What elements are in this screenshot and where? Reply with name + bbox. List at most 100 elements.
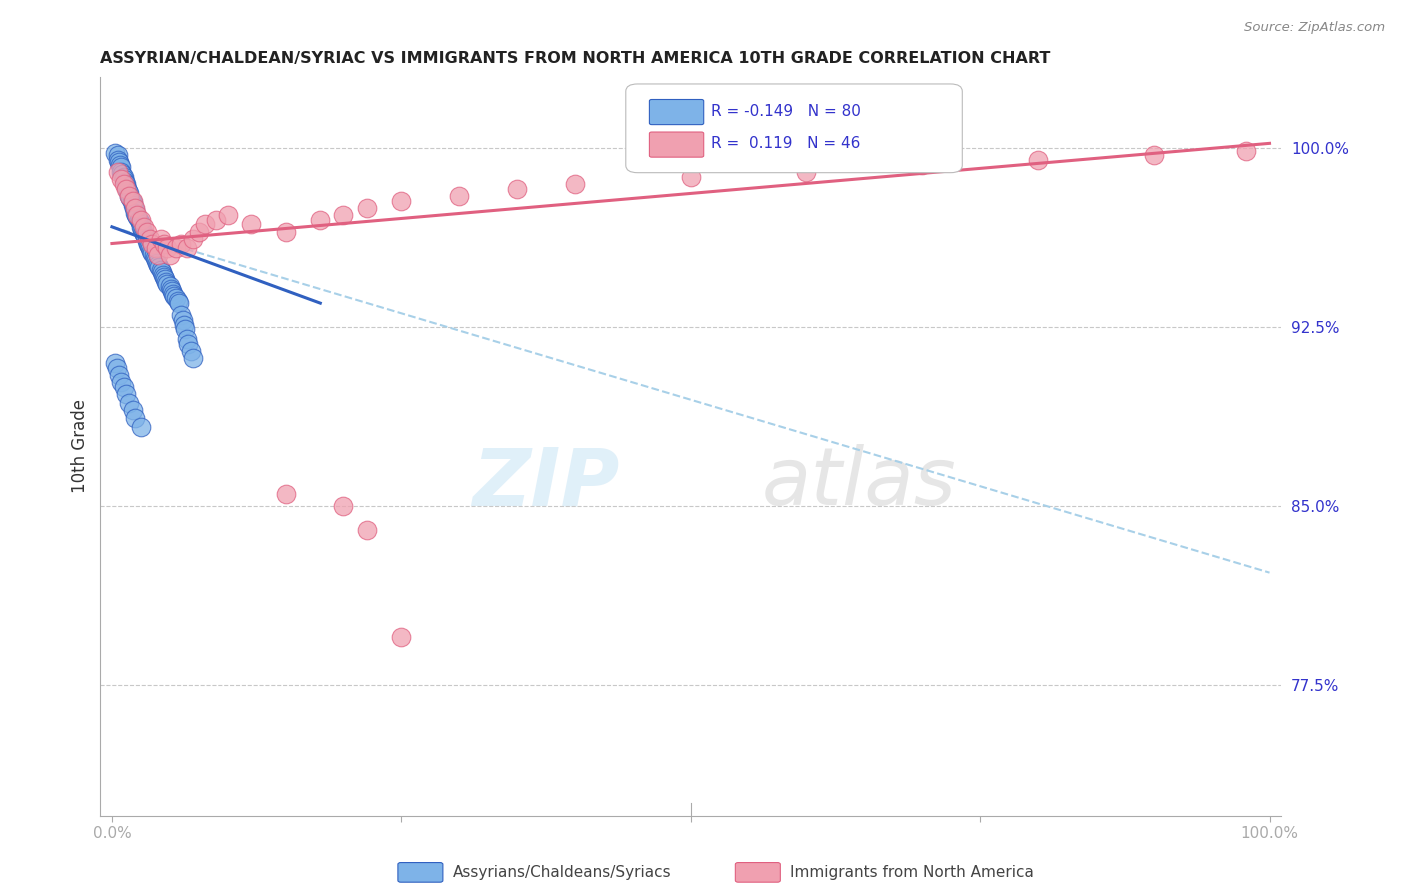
Point — [148, 260, 170, 275]
FancyBboxPatch shape — [650, 100, 704, 125]
Point — [111, 167, 134, 181]
Point — [181, 351, 204, 365]
Point — [121, 403, 143, 417]
Point — [129, 218, 152, 232]
Point — [112, 177, 135, 191]
Point — [118, 189, 141, 203]
Point — [122, 201, 145, 215]
Point — [173, 318, 195, 332]
Text: R =  0.119   N = 46: R = 0.119 N = 46 — [711, 136, 860, 152]
Point — [118, 189, 141, 203]
Point — [138, 239, 160, 253]
Point — [105, 360, 128, 375]
Point — [135, 225, 157, 239]
Point — [155, 275, 177, 289]
Point — [124, 201, 146, 215]
Point — [156, 241, 179, 255]
Point — [110, 375, 132, 389]
Point — [129, 212, 152, 227]
Point — [134, 227, 156, 241]
Point — [332, 208, 354, 222]
Point — [121, 194, 143, 208]
FancyBboxPatch shape — [626, 84, 962, 173]
Point — [160, 282, 183, 296]
FancyBboxPatch shape — [650, 132, 704, 157]
Text: R = -0.149   N = 80: R = -0.149 N = 80 — [711, 103, 860, 119]
Point — [129, 219, 152, 234]
Point — [120, 191, 142, 205]
Point — [141, 244, 163, 258]
Point — [104, 145, 127, 160]
Point — [389, 194, 412, 208]
Point — [165, 241, 187, 255]
Point — [124, 205, 146, 219]
Point — [108, 368, 131, 382]
Point — [193, 218, 215, 232]
Point — [118, 396, 141, 410]
Point — [176, 241, 198, 255]
Point — [107, 165, 129, 179]
Point — [139, 241, 162, 255]
Point — [145, 253, 167, 268]
Point — [121, 198, 143, 212]
Point — [146, 255, 169, 269]
Point — [1234, 144, 1257, 158]
Point — [114, 182, 136, 196]
Point — [162, 286, 184, 301]
Point — [145, 241, 167, 255]
Point — [506, 182, 529, 196]
Point — [149, 262, 172, 277]
Point — [796, 165, 818, 179]
Point — [110, 172, 132, 186]
Text: ZIP: ZIP — [472, 444, 620, 522]
Point — [114, 174, 136, 188]
Point — [127, 211, 149, 225]
Point — [153, 269, 176, 284]
Point — [112, 169, 135, 184]
Point — [131, 222, 153, 236]
Point — [150, 265, 173, 279]
Point — [128, 215, 150, 229]
Text: Source: ZipAtlas.com: Source: ZipAtlas.com — [1244, 21, 1385, 34]
Point — [163, 289, 186, 303]
Point — [112, 379, 135, 393]
Point — [176, 332, 198, 346]
Point — [132, 225, 155, 239]
Point — [170, 308, 193, 322]
Point — [129, 420, 152, 434]
Point — [124, 410, 146, 425]
Point — [1143, 148, 1166, 162]
Point — [141, 236, 163, 251]
Point — [332, 499, 354, 513]
Point — [135, 232, 157, 246]
Point — [121, 196, 143, 211]
Point — [205, 212, 228, 227]
Point — [121, 194, 143, 208]
Point — [449, 189, 471, 203]
Point — [911, 158, 934, 172]
Point — [159, 279, 181, 293]
Point — [389, 630, 412, 644]
Point — [114, 179, 136, 194]
Point — [217, 208, 239, 222]
Y-axis label: 10th Grade: 10th Grade — [72, 400, 89, 493]
Point — [139, 232, 162, 246]
Point — [104, 356, 127, 370]
Point — [110, 165, 132, 179]
Text: ASSYRIAN/CHALDEAN/SYRIAC VS IMMIGRANTS FROM NORTH AMERICA 10TH GRADE CORRELATION: ASSYRIAN/CHALDEAN/SYRIAC VS IMMIGRANTS F… — [100, 51, 1050, 66]
Point — [356, 201, 378, 215]
Point — [115, 182, 138, 196]
Point — [160, 284, 183, 298]
Point — [167, 296, 190, 310]
Point — [108, 158, 131, 172]
Point — [180, 343, 202, 358]
Point — [173, 322, 195, 336]
Point — [107, 153, 129, 167]
Point — [135, 234, 157, 248]
Point — [153, 236, 176, 251]
Point — [125, 208, 148, 222]
Point — [142, 248, 165, 262]
Point — [118, 186, 141, 201]
Point — [107, 148, 129, 162]
Point — [124, 203, 146, 218]
